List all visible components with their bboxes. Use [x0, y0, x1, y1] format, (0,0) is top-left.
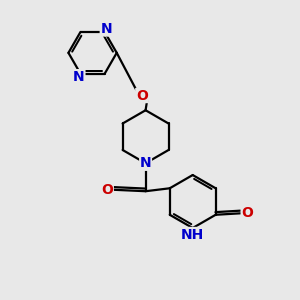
Text: N: N [73, 70, 85, 84]
Text: O: O [241, 206, 253, 220]
Text: N: N [140, 156, 152, 170]
Text: O: O [101, 183, 113, 197]
Text: N: N [100, 22, 112, 36]
Text: NH: NH [181, 227, 204, 242]
Text: O: O [136, 88, 148, 103]
